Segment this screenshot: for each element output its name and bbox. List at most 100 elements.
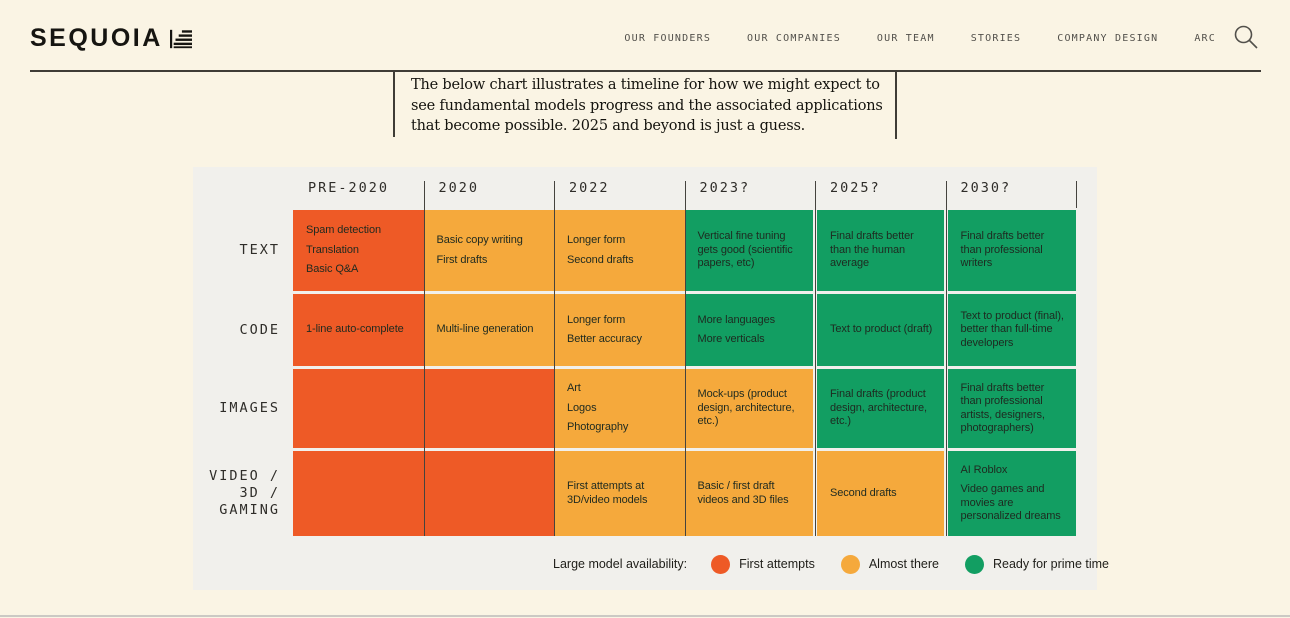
row-label-line: IMAGES [219, 400, 280, 416]
cell-item: Better accuracy [567, 333, 642, 345]
legend-label: Ready for prime time [993, 557, 1110, 571]
timeline-chart-panel: PRE-2020 2020 2022 2023? 2025? 2030? TEXT Spam … [193, 167, 1109, 590]
row-label-line: GAMING [219, 502, 280, 518]
header-divider [30, 70, 1261, 72]
nav-item-arc[interactable]: ARC [1194, 33, 1216, 44]
logo-text: SEQUOIA [30, 24, 163, 52]
cell-item: 1-line auto-complete [306, 323, 404, 336]
cell-item: Basic Q&A [306, 263, 359, 276]
legend-title: Large model availability: [553, 557, 688, 571]
cell-images-2023: Mock-ups (product design, architecture, … [684, 369, 815, 448]
column-separator [815, 181, 816, 536]
nav-item-our-founders[interactable]: OUR FOUNDERS [624, 33, 712, 44]
cell-video-3d-gaming-2025: Second drafts [815, 451, 946, 536]
cell-item: Logos [567, 401, 597, 414]
row-label-line: TEXT [239, 242, 280, 258]
cell-code-2023: More languages More verticals [684, 294, 815, 366]
cell-video-3d-gaming-2020 [423, 451, 554, 536]
cell-item: Final drafts better than professional wr… [960, 230, 1045, 270]
column-separator [684, 181, 686, 536]
col-header-pre-2020: PRE-2020 [308, 180, 390, 196]
cell-text-2022: Longer form Second drafts [554, 210, 685, 291]
nav-item-stories[interactable]: STORIES [970, 33, 1022, 44]
cell-video-3d-gaming-2030: AI Roblox Video games and movies are pers… [945, 451, 1076, 536]
col-header-2025: 2025? [830, 180, 881, 196]
cell-images-2022: Art Logos Photography [554, 369, 685, 448]
cell-item: Mock-ups (product design, architecture, … [697, 388, 795, 428]
cell-item: Translation [306, 243, 359, 256]
cell-text-2023: Vertical fine tuning gets good (scientif… [684, 210, 815, 291]
row-label-code: CODE [193, 294, 280, 366]
cell-video-3d-gaming-2023: Basic / first draft videos and 3D files [684, 451, 815, 536]
cell-code-2025: Text to product (draft) [815, 294, 946, 366]
legend-label: First attempts [739, 557, 815, 571]
cell-item: Longer form [567, 234, 626, 246]
main-nav: OUR FOUNDERS OUR COMPANIES OUR TEAM STORIES… [624, 33, 1216, 44]
cell-images-2030: Final drafts better than professional ar… [945, 369, 1076, 448]
cell-code-pre-2020: 1-line auto-complete [293, 294, 424, 366]
cell-item: Text to product (final), better than ful… [960, 309, 1064, 349]
sequoia-logo-mark-icon [169, 29, 192, 48]
cell-item: First drafts [436, 253, 488, 266]
cell-item: Second drafts [567, 253, 634, 266]
cell-item: More verticals [697, 333, 765, 345]
legend-entry-ready-for-prime-time: Ready for prime time [965, 554, 1110, 574]
cell-item: Second drafts [830, 486, 897, 499]
legend-entry-first-attempts: First attempts [711, 554, 815, 574]
cell-text-2030: Final drafts better than professional wr… [945, 210, 1076, 291]
row-label-line: VIDEO / [209, 468, 280, 484]
quote-right-bar [895, 71, 897, 139]
cell-code-2020: Multi-line generation [423, 294, 554, 366]
cell-item: More languages [697, 313, 776, 326]
sequoia-logo[interactable]: SEQUOIA [30, 24, 192, 53]
column-separator [945, 181, 947, 536]
quote-left-bar [393, 71, 395, 137]
row-label-line: CODE [239, 321, 280, 338]
cell-item: Multi-line generation [436, 323, 534, 336]
row-label-text: TEXT [193, 210, 280, 291]
cell-item: Longer form [567, 313, 626, 326]
cell-text-pre-2020: Spam detection Translation Basic Q&A [293, 210, 424, 291]
cell-item: Basic copy writing [436, 234, 523, 246]
col-header-2023: 2023? [699, 180, 751, 196]
col-header-2020: 2020 [438, 180, 480, 196]
intro-quote: The below chart illustrates a timeline f… [411, 77, 883, 134]
legend-dot-almost-there [840, 554, 860, 574]
legend-dot-first-attempts [711, 554, 731, 574]
nav-item-our-companies[interactable]: OUR COMPANIES [747, 33, 841, 44]
col-header-2030: 2030? [960, 180, 1012, 196]
cell-item: Final drafts better than professional ar… [960, 381, 1045, 435]
search-icon[interactable] [1232, 23, 1260, 51]
legend-entry-almost-there: Almost there [840, 554, 939, 574]
column-separator [554, 181, 555, 536]
cell-item: Final drafts better than the human avera… [830, 230, 914, 270]
bottom-divider [0, 615, 1290, 617]
cell-item: Text to product (draft) [830, 323, 933, 336]
cell-item: Spam detection [306, 224, 382, 237]
nav-item-company-design[interactable]: COMPANY DESIGN [1057, 33, 1159, 44]
cell-item: Final drafts (product design, architectu… [830, 388, 927, 428]
nav-item-our-team[interactable]: OUR TEAM [876, 33, 935, 44]
chart-legend: Large model availability: First attempts… [553, 553, 1109, 575]
cell-item: First attempts at 3D/video models [567, 480, 648, 506]
cell-code-2030: Text to product (final), better than ful… [945, 294, 1076, 366]
cell-images-2025: Final drafts (product design, architectu… [815, 369, 946, 448]
cell-text-2020: Basic copy writing First drafts [423, 210, 554, 291]
row-label-images: IMAGES [193, 369, 280, 448]
legend-label: Almost there [868, 557, 939, 571]
legend-dot-ready-for-prime-time [965, 554, 984, 574]
col-header-2022: 2022 [569, 180, 610, 196]
cell-images-pre-2020 [293, 369, 424, 448]
cell-item: Vertical fine tuning gets good (scientif… [697, 230, 793, 270]
cell-item: Basic / first draft videos and 3D files [697, 480, 789, 506]
cell-item: AI Roblox [960, 463, 1008, 476]
row-label-video-3d-gaming: VIDEO /3D / GAMING [193, 451, 280, 536]
cell-item: Photography [567, 421, 629, 434]
row-label-line: 3D / [239, 485, 280, 501]
column-separator [1076, 181, 1077, 208]
cell-code-2022: Longer form Better accuracy [554, 294, 685, 366]
cell-images-2020 [423, 369, 554, 448]
cell-video-3d-gaming-2022: First attempts at 3D/video models [554, 451, 685, 536]
cell-video-3d-gaming-pre-2020 [293, 451, 424, 536]
